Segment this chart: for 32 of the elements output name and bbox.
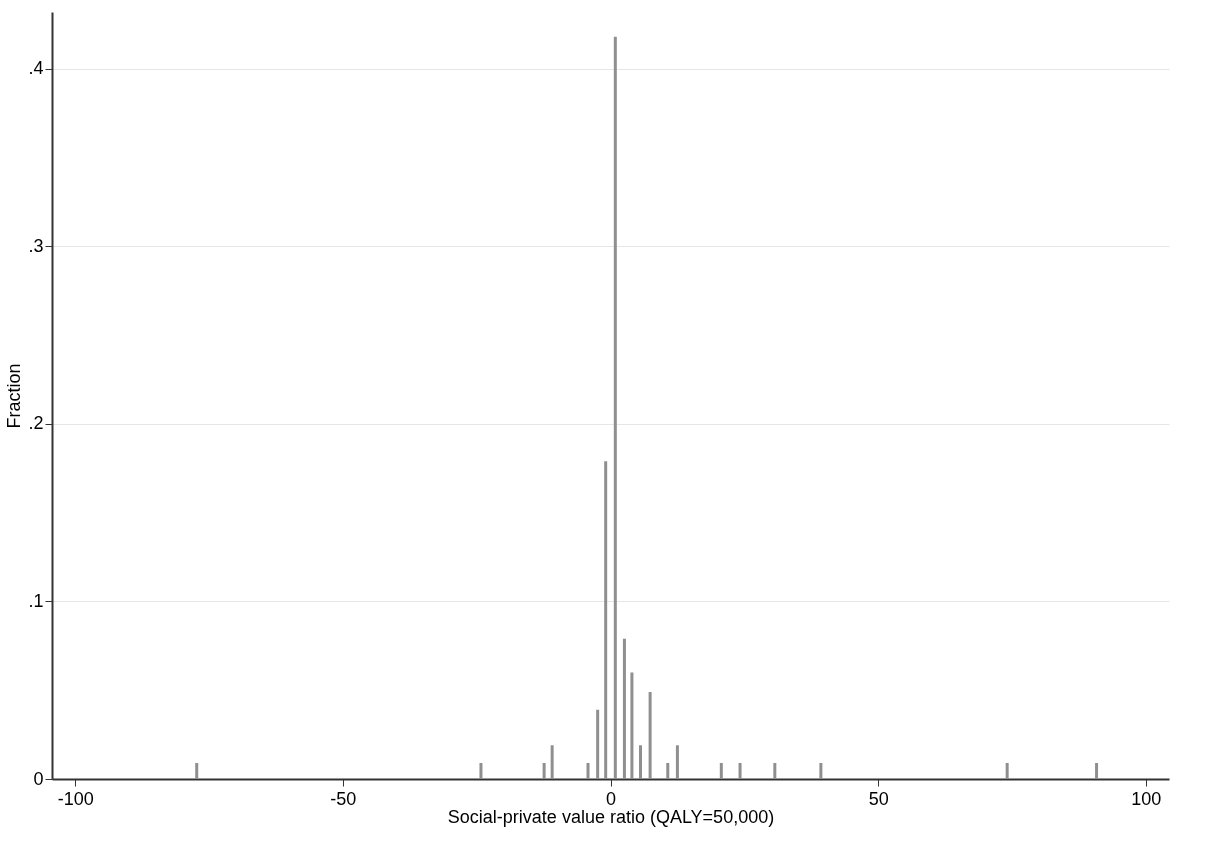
bar [638,745,642,779]
y-axis-title: Fraction [4,363,25,429]
bar [773,763,777,779]
y-tick-label: .1 [28,590,44,611]
bar [613,36,617,779]
bar [719,763,723,779]
bar [622,638,626,779]
x-tick-label: -100 [57,788,94,809]
bar [596,709,600,779]
y-tick-label: 0 [33,768,44,789]
bar [542,763,546,779]
bar [479,763,483,779]
y-tick-label: .3 [28,235,44,256]
y-tick-label: .2 [28,413,44,434]
bar [1095,763,1099,779]
x-tick-label: 0 [605,788,617,809]
bar [586,763,590,779]
bar [630,672,634,779]
bar [195,763,199,779]
x-tick-label: -50 [330,788,357,809]
bar [648,692,652,779]
bar [675,745,679,779]
x-tick-label: 100 [1131,788,1162,809]
x-tick-label: 50 [868,788,889,809]
bar [819,763,823,779]
bar [604,461,608,779]
bar [666,763,670,779]
bar [550,745,554,779]
bar [738,763,742,779]
y-tick-label: .4 [28,58,44,79]
x-axis-title: Social-private value ratio (QALY=50,000) [447,806,775,827]
bar [1005,763,1009,779]
